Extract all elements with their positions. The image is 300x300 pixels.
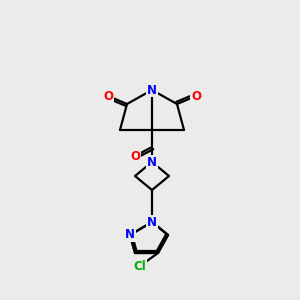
Text: N: N	[125, 229, 135, 242]
Text: N: N	[147, 215, 157, 229]
Text: O: O	[191, 89, 201, 103]
Text: Cl: Cl	[134, 260, 146, 272]
Text: N: N	[147, 83, 157, 97]
Text: N: N	[147, 155, 157, 169]
Text: O: O	[130, 149, 140, 163]
Text: O: O	[103, 89, 113, 103]
